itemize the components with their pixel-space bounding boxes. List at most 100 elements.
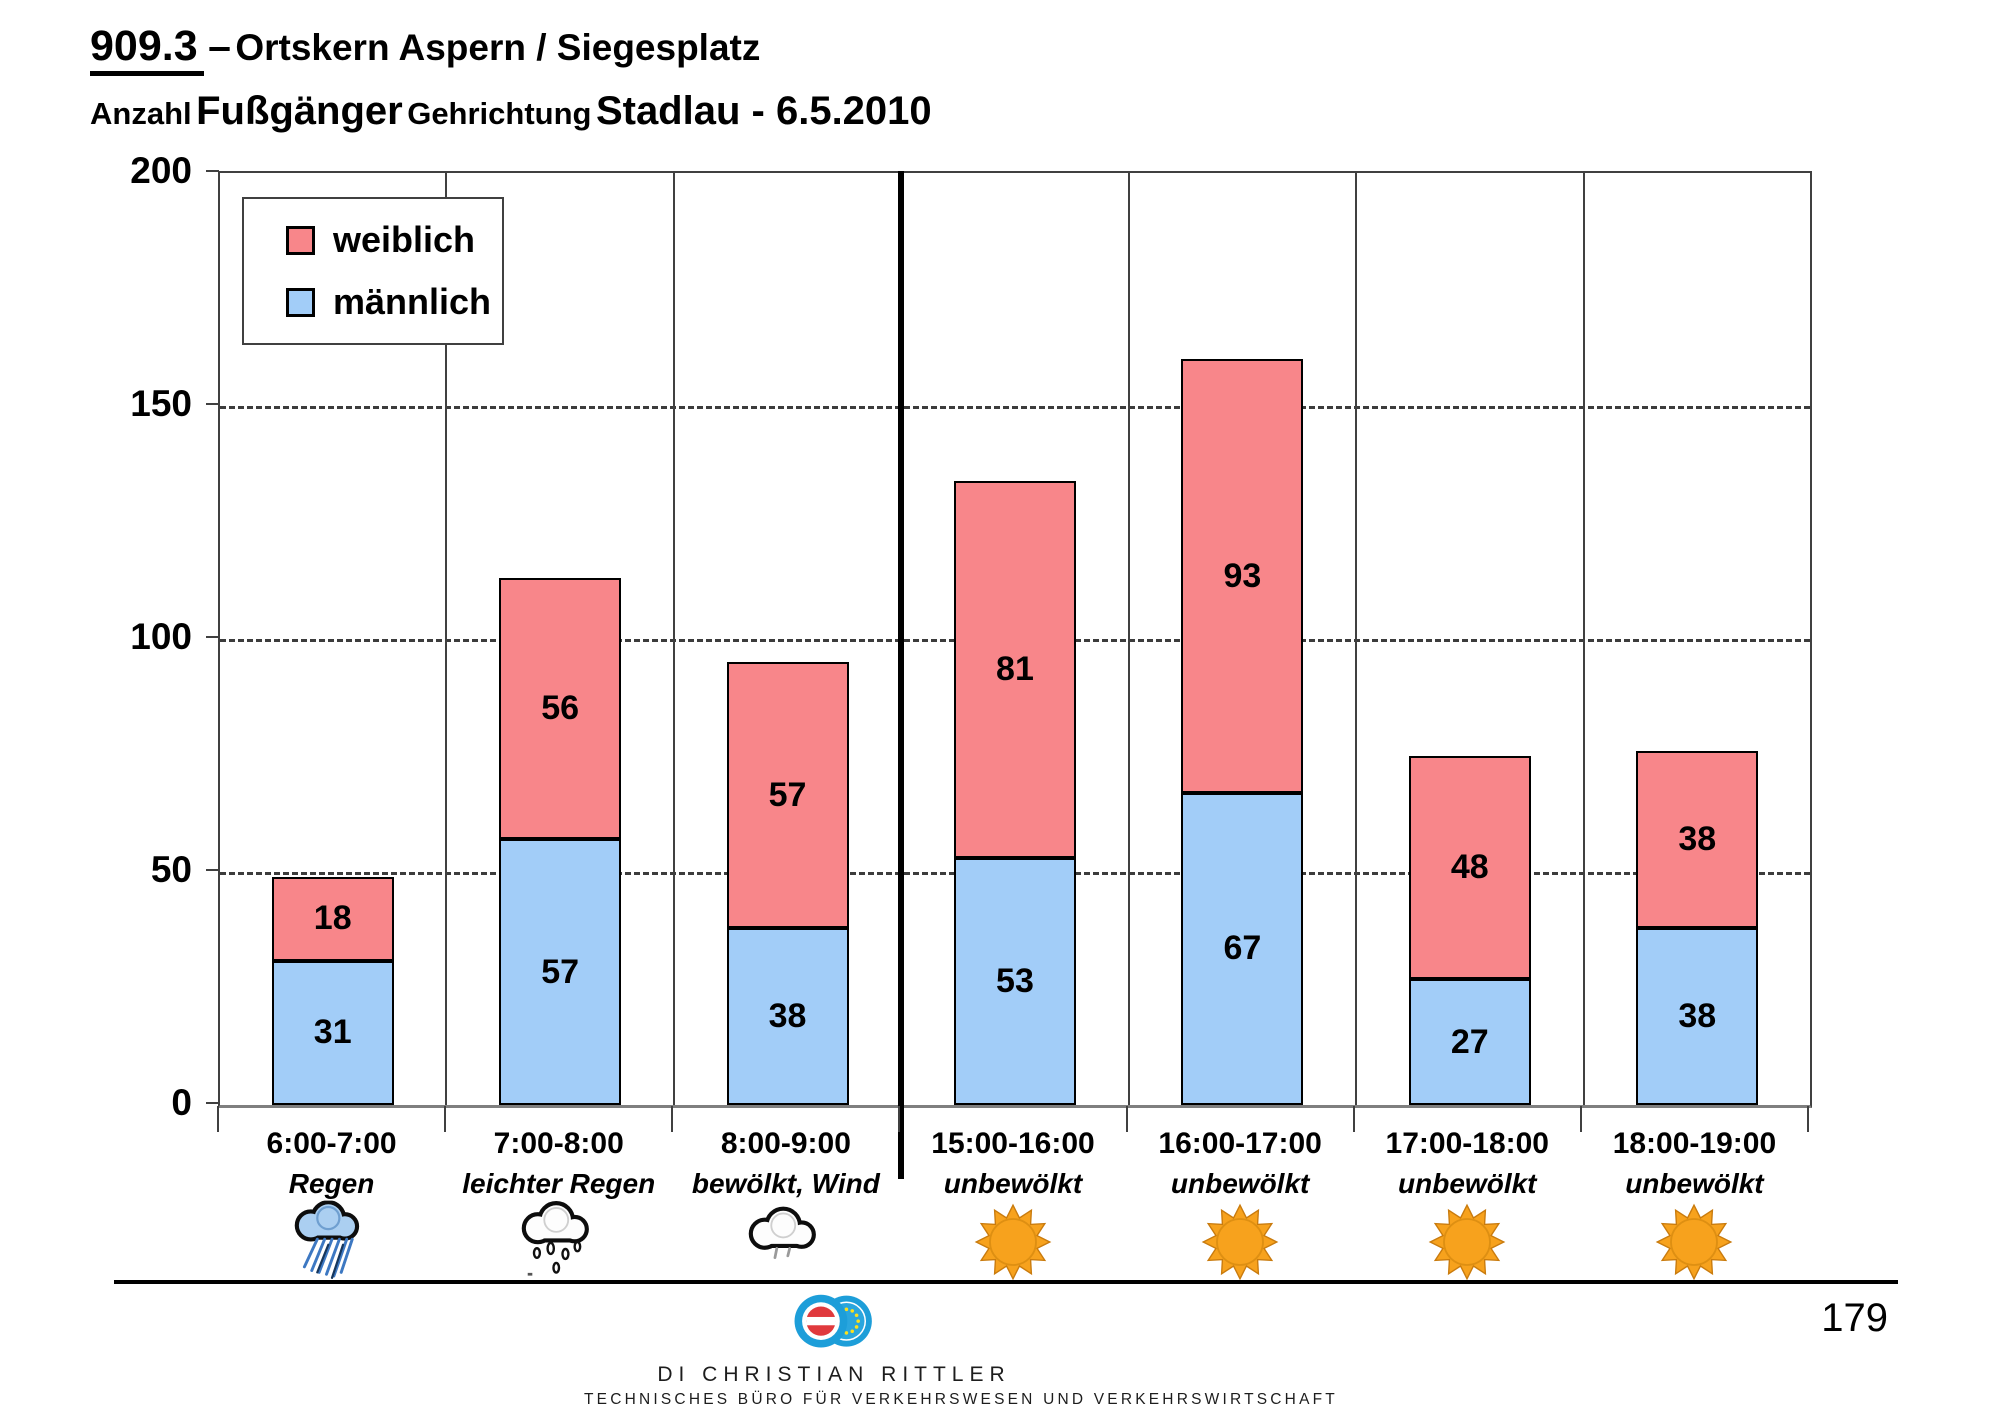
weather-icon-cell [1354, 1196, 1581, 1284]
sun-icon [1194, 1200, 1286, 1284]
legend-item-weiblich: weiblich [286, 219, 502, 261]
x-tick-mark [1807, 1106, 1809, 1132]
weather-icon-cell [445, 1196, 672, 1284]
y-tick-label: 150 [130, 383, 192, 424]
bar-columns: 18 31 56 57 57 38 81 53 93 67 48 27 38 38 [220, 173, 1810, 1105]
maennlich-segment: 38 [1636, 927, 1759, 1105]
weiblich-swatch [286, 225, 315, 255]
weather-icon-cell [899, 1196, 1126, 1284]
x-tick-mark [898, 1106, 901, 1132]
legend-label: weiblich [333, 219, 476, 260]
y-tick-label: 0 [171, 1082, 192, 1123]
cloud-icon [740, 1200, 832, 1284]
weiblich-segment: 56 [499, 578, 622, 840]
time-label: 8:00-9:00 [720, 1127, 851, 1160]
weiblich-segment: 38 [1636, 750, 1759, 928]
maennlich-segment: 67 [1181, 792, 1304, 1105]
value-label: 93 [1223, 556, 1262, 595]
x-category: 18:00-19:00 unbewölkt [1581, 1103, 1808, 1200]
x-category: 7:00-8:00 leichter Regen [445, 1103, 672, 1200]
maennlich-segment: 57 [499, 839, 622, 1105]
company-name: DI Christian Rittler [657, 1363, 1011, 1386]
x-category: 6:00-7:00 Regen [218, 1103, 445, 1200]
x-axis-ticks [217, 1106, 1809, 1132]
chart-column: 56 57 [447, 173, 675, 1105]
rain-light-icon [513, 1200, 605, 1284]
y-tick-label: 100 [130, 616, 192, 657]
value-label: 38 [1678, 819, 1717, 858]
gridline-150 [220, 406, 1810, 409]
company-tagline: Technisches Büro für Verkehrswesen und V… [584, 1391, 1338, 1408]
legend-label: männlich [333, 281, 492, 322]
chart-column: 18 31 [220, 173, 448, 1105]
x-tick-mark [217, 1106, 219, 1132]
y-tick-mark [206, 869, 219, 871]
x-tick-mark [444, 1106, 447, 1132]
stacked-bar: 56 57 [499, 578, 622, 1105]
section-title: Ortskern Aspern / Siegesplatz [235, 27, 761, 68]
stacked-bar: 38 38 [1636, 750, 1759, 1105]
x-tick-mark [671, 1106, 674, 1132]
time-label: 17:00-18:00 [1385, 1127, 1549, 1160]
maennlich-segment: 38 [726, 927, 849, 1105]
chart-column: 93 67 [1130, 173, 1358, 1105]
y-tick-label: 50 [150, 849, 192, 890]
sun-icon [1648, 1200, 1740, 1284]
x-tick-mark [1352, 1106, 1355, 1132]
chart-column: 48 27 [1357, 173, 1585, 1105]
value-label: 31 [313, 1013, 352, 1052]
weiblich-segment: 48 [1408, 755, 1531, 980]
value-label: 27 [1450, 1022, 1489, 1061]
value-label: 38 [768, 996, 807, 1035]
plot-area: 18 31 56 57 57 38 81 53 93 67 48 27 38 38 weiblich mä… [218, 171, 1812, 1179]
footer-block: DI Christian Rittler Technisches Büro fü… [584, 1290, 1338, 1409]
weather-label: leichter Regen [462, 1168, 656, 1199]
morning-afternoon-separator [898, 171, 905, 1179]
weiblich-segment: 81 [953, 480, 1076, 859]
subtitle-anzahl: Anzahl [90, 96, 192, 131]
value-label: 38 [1678, 996, 1717, 1035]
value-label: 81 [996, 649, 1034, 688]
weather-label: unbewölkt [943, 1168, 1083, 1199]
x-category: 16:00-17:00 unbewölkt [1127, 1103, 1354, 1200]
value-label: 67 [1223, 929, 1262, 968]
value-label: 57 [768, 775, 807, 814]
subtitle-date: Stadlau - 6.5.2010 [595, 89, 932, 133]
time-label: 16:00-17:00 [1158, 1127, 1322, 1160]
legend: weiblich männlich [242, 197, 504, 345]
weather-label: unbewölkt [1170, 1168, 1310, 1199]
x-category: 15:00-16:00 unbewölkt [899, 1103, 1126, 1200]
stacked-bar: 93 67 [1181, 359, 1304, 1105]
y-tick-label: 200 [130, 150, 192, 191]
section-number: 909.3 [90, 22, 204, 76]
weiblich-segment: 18 [271, 876, 394, 961]
maennlich-segment: 31 [271, 960, 394, 1105]
weiblich-segment: 93 [1181, 359, 1304, 793]
value-label: 57 [541, 952, 580, 991]
x-category: 17:00-18:00 unbewölkt [1354, 1103, 1581, 1200]
weather-label: bewölkt, Wind [691, 1168, 880, 1199]
weather-icon-cell [1127, 1196, 1354, 1284]
stacked-bar: 81 53 [953, 480, 1076, 1105]
chart-column: 81 53 [902, 173, 1130, 1105]
technische-bueros-austria-badge [794, 1294, 848, 1348]
time-label: 6:00-7:00 [266, 1127, 397, 1160]
weather-icon-cell [218, 1196, 445, 1284]
legend-item-maennlich: männlich [286, 281, 502, 323]
chart-column: 38 38 [1585, 173, 1810, 1105]
weather-icon-cell [1581, 1196, 1808, 1284]
title-line-1: 909.3 – Ortskern Aspern / Siegesplatz [90, 22, 932, 76]
weather-label: unbewölkt [1398, 1168, 1537, 1199]
value-label: 18 [313, 899, 352, 938]
x-category: 8:00-9:00 bewölkt, Wind [672, 1103, 899, 1200]
x-tick-mark [1579, 1106, 1582, 1132]
company-logo [794, 1294, 872, 1348]
x-tick-mark [1125, 1106, 1128, 1132]
chart-column: 57 38 [675, 173, 903, 1105]
title-line-2: Anzahl Fußgänger Gehrichtung Stadlau - 6… [90, 89, 932, 134]
weather-icon-row [218, 1196, 1808, 1284]
chart-header: 909.3 – Ortskern Aspern / Siegesplatz An… [90, 22, 932, 134]
maennlich-swatch [286, 287, 315, 317]
stacked-bar: 48 27 [1408, 755, 1531, 1105]
